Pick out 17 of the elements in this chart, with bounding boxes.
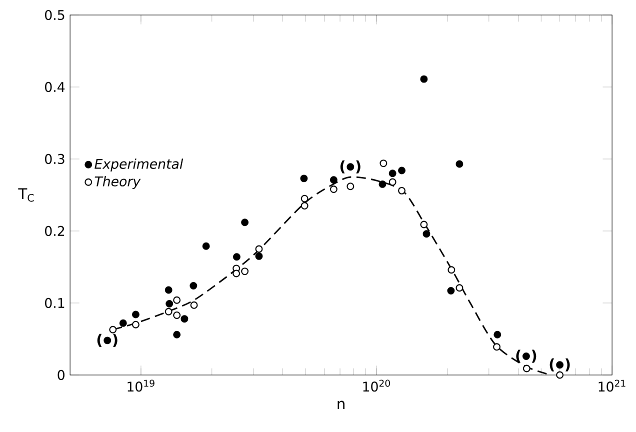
annotation: ( )	[550, 358, 570, 372]
annotation: ( )	[97, 334, 118, 347]
y-tick-label: 0.4	[45, 82, 65, 92]
y-tick-label: 0.2	[45, 226, 64, 236]
x-axis-title: n	[338, 400, 344, 410]
legend-label: Experimental	[94, 158, 184, 172]
y-tick-label: 0	[58, 370, 64, 380]
annotation: ( )	[340, 160, 360, 174]
y-tick-label: 0.3	[45, 154, 64, 164]
x-tick-label: 10$^{20}$	[363, 380, 390, 392]
y-tick-label: 0.5	[45, 10, 64, 20]
y-axis-title: T$_{C}$	[18, 188, 34, 202]
x-tick-label: 10$^{21}$	[598, 380, 626, 392]
x-tick-label: 10$^{19}$	[128, 380, 154, 392]
y-tick-label: 0.1	[45, 298, 64, 308]
legend-label: Theory	[94, 176, 141, 189]
annotation: ( )	[516, 350, 536, 363]
